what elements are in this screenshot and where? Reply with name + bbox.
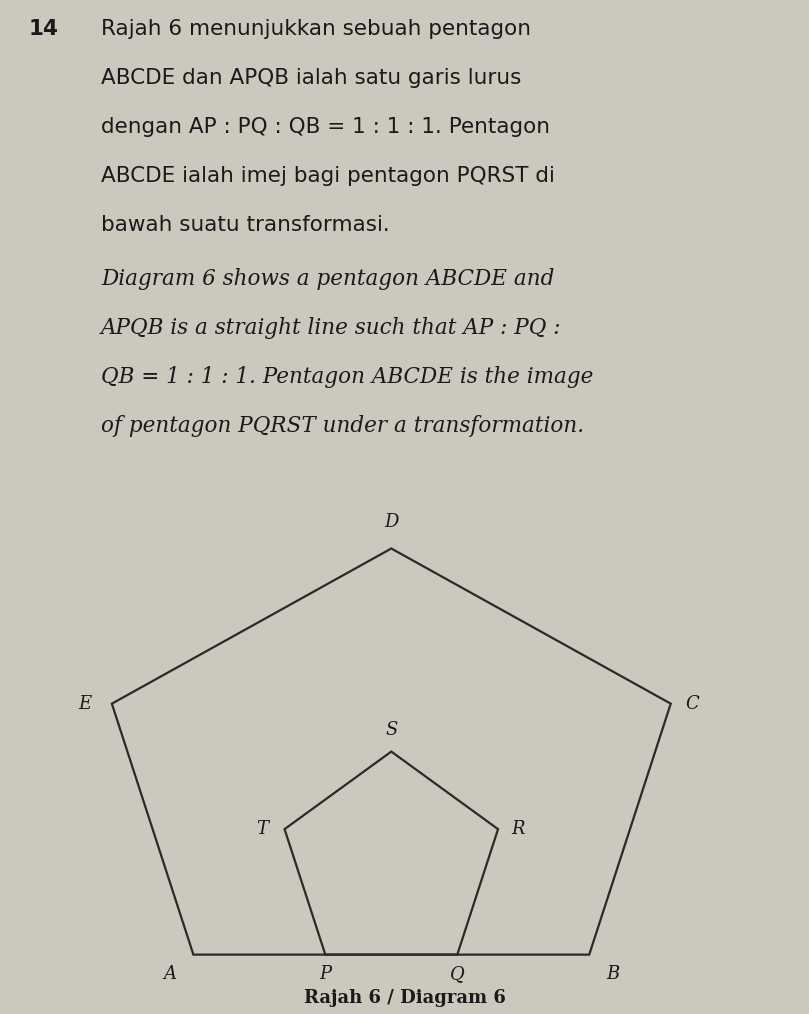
Text: Rajah 6 menunjukkan sebuah pentagon: Rajah 6 menunjukkan sebuah pentagon — [101, 18, 532, 39]
Text: 14: 14 — [28, 18, 58, 39]
Text: QB = 1 : 1 : 1. Pentagon ABCDE is the image: QB = 1 : 1 : 1. Pentagon ABCDE is the im… — [101, 366, 594, 388]
Text: of pentagon PQRST under a transformation.: of pentagon PQRST under a transformation… — [101, 415, 584, 437]
Text: C: C — [685, 695, 699, 713]
Text: B: B — [606, 965, 620, 984]
Text: S: S — [385, 721, 397, 739]
Text: D: D — [384, 513, 399, 531]
Text: Diagram 6 shows a pentagon ABCDE and: Diagram 6 shows a pentagon ABCDE and — [101, 268, 554, 290]
Text: Q: Q — [450, 965, 464, 984]
Text: ABCDE dan APQB ialah satu garis lurus: ABCDE dan APQB ialah satu garis lurus — [101, 68, 522, 87]
Text: E: E — [78, 695, 91, 713]
Text: APQB is a straight line such that AP : PQ :: APQB is a straight line such that AP : P… — [101, 317, 561, 339]
Text: ABCDE ialah imej bagi pentagon PQRST di: ABCDE ialah imej bagi pentagon PQRST di — [101, 165, 555, 186]
Text: T: T — [256, 820, 268, 839]
Text: dengan AP : PQ : QB = 1 : 1 : 1. Pentagon: dengan AP : PQ : QB = 1 : 1 : 1. Pentago… — [101, 117, 550, 137]
Text: P: P — [320, 965, 332, 984]
Text: bawah suatu transformasi.: bawah suatu transformasi. — [101, 215, 390, 234]
Text: R: R — [511, 820, 525, 839]
Text: A: A — [163, 965, 176, 984]
Text: Rajah 6 / Diagram 6: Rajah 6 / Diagram 6 — [303, 990, 506, 1007]
